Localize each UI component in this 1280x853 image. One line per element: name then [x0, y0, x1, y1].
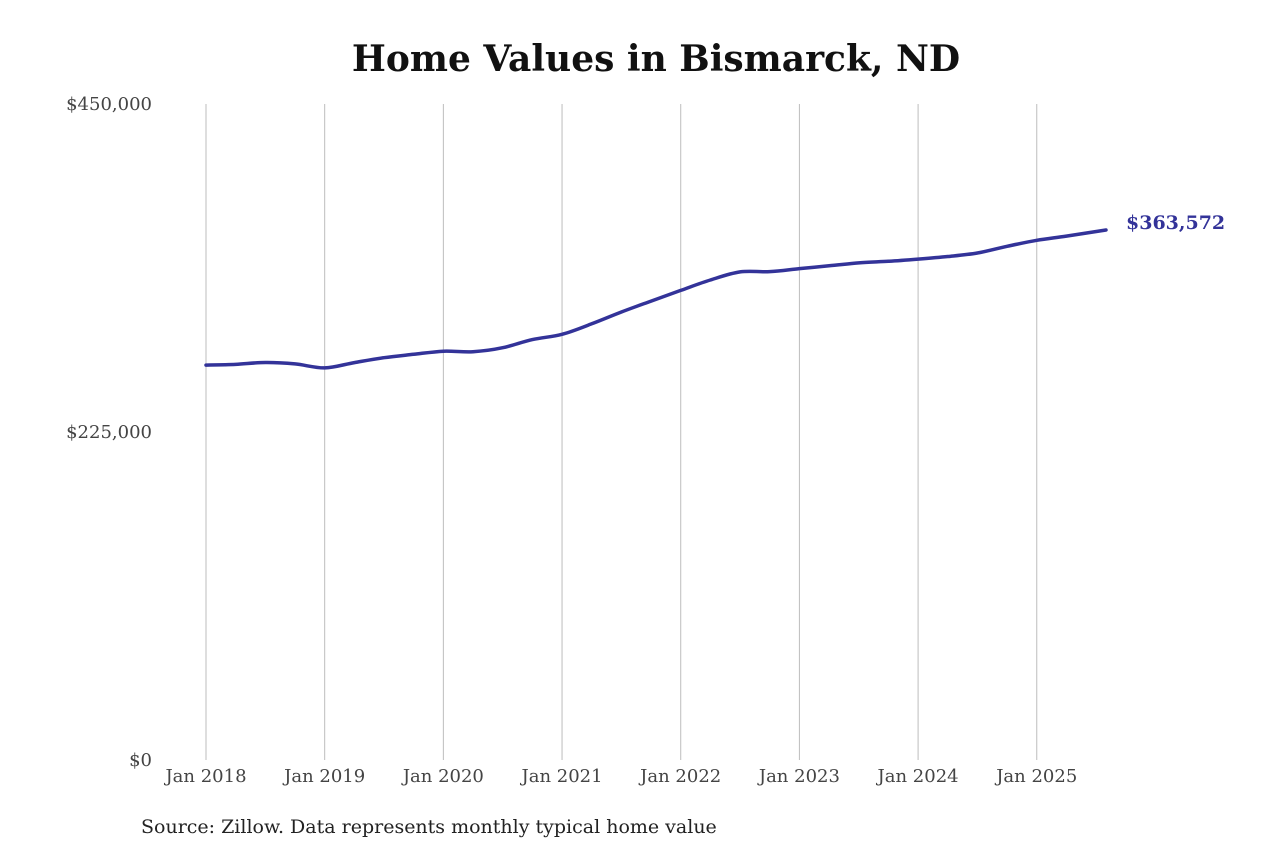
source-note: Source: Zillow. Data represents monthly …: [141, 816, 717, 838]
x-tick-label: Jan 2020: [401, 766, 484, 787]
x-tick-label: Jan 2025: [994, 766, 1077, 787]
x-tick-label: Jan 2022: [638, 766, 721, 787]
x-tick-label: Jan 2018: [163, 766, 246, 787]
x-axis: Jan 2018 Jan 2019 Jan 2020 Jan 2021 Jan 2022…: [163, 766, 1077, 787]
x-tick-label: Jan 2019: [282, 766, 365, 787]
x-tick-label: Jan 2024: [876, 766, 959, 787]
y-tick-label: $450,000: [66, 94, 152, 115]
end-value-label: $363,572: [1126, 212, 1225, 234]
grid-lines: [205, 104, 1038, 760]
chart-title: Home Values in Bismarck, ND: [351, 38, 961, 80]
y-tick-label: $225,000: [66, 422, 152, 443]
x-tick-label: Jan 2023: [757, 766, 840, 787]
series-layer: $363,572: [204, 212, 1225, 370]
x-tick-label: Jan 2021: [520, 766, 603, 787]
series-line-0: [204, 228, 1108, 370]
y-axis: $0 $225,000 $450,000: [66, 94, 152, 771]
y-tick-label: $0: [129, 750, 152, 771]
